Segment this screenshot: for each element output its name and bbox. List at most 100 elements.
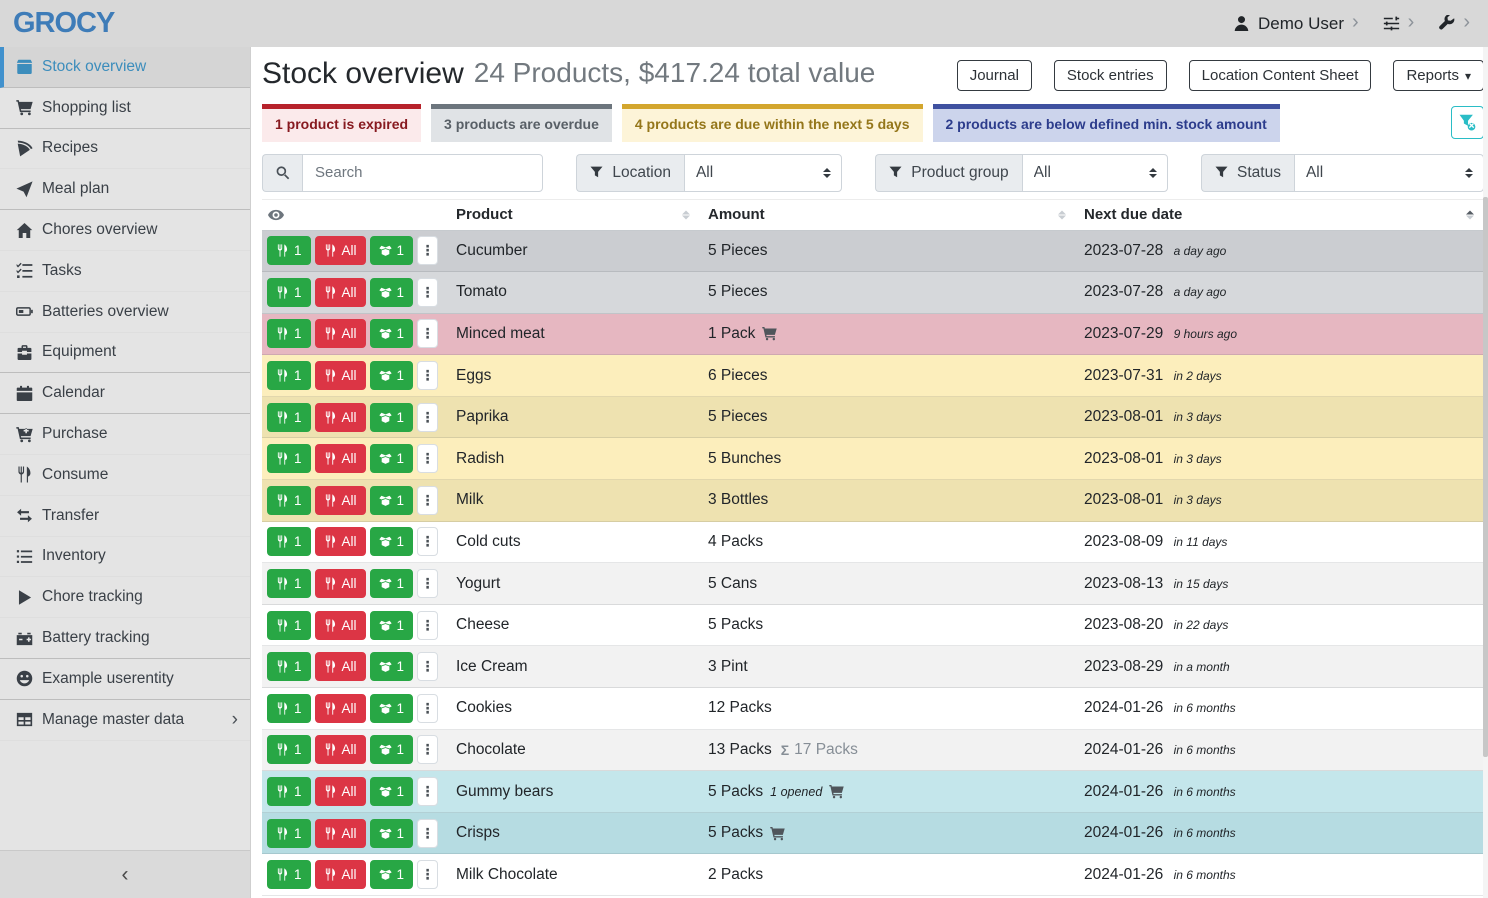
journal-button[interactable]: Journal bbox=[956, 60, 1032, 91]
open-one-button[interactable]: 1 bbox=[369, 818, 414, 848]
row-menu-button[interactable]: ⋮ bbox=[417, 277, 439, 307]
user-menu[interactable]: Demo User › bbox=[1233, 12, 1359, 34]
row-menu-button[interactable]: ⋮ bbox=[417, 735, 439, 765]
product-name[interactable]: Cookies bbox=[456, 699, 512, 717]
product-name[interactable]: Milk bbox=[456, 491, 484, 509]
consume-all-button[interactable]: All bbox=[314, 569, 366, 599]
consume-one-button[interactable]: 1 bbox=[267, 860, 311, 890]
consume-all-button[interactable]: All bbox=[314, 735, 366, 765]
search-input[interactable] bbox=[302, 153, 543, 192]
reports-button[interactable]: Reports ▾ bbox=[1393, 60, 1484, 91]
product-name[interactable]: Paprika bbox=[456, 408, 509, 426]
open-one-button[interactable]: 1 bbox=[369, 277, 414, 307]
consume-one-button[interactable]: 1 bbox=[267, 527, 311, 557]
consume-all-button[interactable]: All bbox=[314, 693, 366, 723]
open-one-button[interactable]: 1 bbox=[369, 444, 414, 474]
row-menu-button[interactable]: ⋮ bbox=[417, 361, 439, 391]
consume-one-button[interactable]: 1 bbox=[267, 277, 311, 307]
admin-menu[interactable]: › bbox=[1438, 12, 1470, 32]
sidebar-item-calendar[interactable]: Calendar bbox=[0, 373, 250, 415]
consume-all-button[interactable]: All bbox=[314, 610, 366, 640]
consume-one-button[interactable]: 1 bbox=[267, 777, 311, 807]
product-name[interactable]: Crisps bbox=[456, 824, 500, 842]
location-content-sheet-button[interactable]: Location Content Sheet bbox=[1188, 60, 1372, 91]
consume-one-button[interactable]: 1 bbox=[267, 818, 311, 848]
location-select[interactable]: All bbox=[683, 153, 842, 192]
banner-belowmin[interactable]: 2 products are below defined min. stock … bbox=[932, 103, 1280, 142]
consume-all-button[interactable]: All bbox=[314, 236, 366, 266]
row-menu-button[interactable]: ⋮ bbox=[417, 777, 439, 807]
consume-all-button[interactable]: All bbox=[314, 527, 366, 557]
sidebar-item-chore-tracking[interactable]: Chore tracking bbox=[0, 577, 250, 619]
column-visibility-header[interactable] bbox=[262, 200, 448, 230]
product-name[interactable]: Cucumber bbox=[456, 241, 528, 259]
sidebar-item-recipes[interactable]: Recipes bbox=[0, 128, 250, 170]
product-group-select[interactable]: All bbox=[1021, 153, 1168, 192]
row-menu-button[interactable]: ⋮ bbox=[417, 319, 439, 349]
consume-all-button[interactable]: All bbox=[314, 402, 366, 432]
sidebar-collapse-button[interactable]: ‹ bbox=[0, 850, 250, 898]
consume-all-button[interactable]: All bbox=[314, 361, 366, 391]
column-header-amount[interactable]: Amount bbox=[700, 200, 1076, 230]
consume-all-button[interactable]: All bbox=[314, 444, 366, 474]
product-name[interactable]: Cold cuts bbox=[456, 532, 521, 550]
product-name[interactable]: Eggs bbox=[456, 366, 492, 384]
sidebar-item-manage-master-data[interactable]: Manage master data › bbox=[0, 699, 250, 741]
open-one-button[interactable]: 1 bbox=[369, 319, 414, 349]
open-one-button[interactable]: 1 bbox=[369, 860, 414, 890]
sidebar-item-meal-plan[interactable]: Meal plan bbox=[0, 169, 250, 211]
stock-entries-button[interactable]: Stock entries bbox=[1053, 60, 1167, 91]
product-name[interactable]: Ice Cream bbox=[456, 657, 528, 675]
scrollbar-thumb[interactable] bbox=[1483, 197, 1488, 757]
consume-one-button[interactable]: 1 bbox=[267, 402, 311, 432]
open-one-button[interactable]: 1 bbox=[369, 652, 414, 682]
consume-one-button[interactable]: 1 bbox=[267, 610, 311, 640]
banner-due[interactable]: 4 products are due within the next 5 day… bbox=[621, 103, 923, 142]
consume-all-button[interactable]: All bbox=[314, 860, 366, 890]
consume-one-button[interactable]: 1 bbox=[267, 236, 311, 266]
clear-filter-button[interactable] bbox=[1451, 106, 1484, 139]
sidebar-item-transfer[interactable]: Transfer bbox=[0, 495, 250, 537]
consume-one-button[interactable]: 1 bbox=[267, 319, 311, 349]
sidebar-item-stock-overview[interactable]: Stock overview bbox=[0, 47, 250, 88]
row-menu-button[interactable]: ⋮ bbox=[417, 652, 439, 682]
consume-all-button[interactable]: All bbox=[314, 485, 366, 515]
open-one-button[interactable]: 1 bbox=[369, 610, 414, 640]
open-one-button[interactable]: 1 bbox=[369, 361, 414, 391]
grocy-logo[interactable]: GROCY bbox=[13, 7, 115, 39]
sidebar-item-tasks[interactable]: Tasks bbox=[0, 250, 250, 292]
open-one-button[interactable]: 1 bbox=[369, 236, 414, 266]
row-menu-button[interactable]: ⋮ bbox=[417, 236, 439, 266]
banner-expired[interactable]: 1 product is expired bbox=[262, 103, 422, 142]
row-menu-button[interactable]: ⋮ bbox=[417, 569, 439, 599]
row-menu-button[interactable]: ⋮ bbox=[417, 610, 439, 640]
product-name[interactable]: Milk Chocolate bbox=[456, 865, 558, 883]
banner-overdue[interactable]: 3 products are overdue bbox=[431, 103, 612, 142]
product-name[interactable]: Radish bbox=[456, 449, 505, 467]
consume-all-button[interactable]: All bbox=[314, 818, 366, 848]
consume-one-button[interactable]: 1 bbox=[267, 693, 311, 723]
column-header-next-due-date[interactable]: Next due date bbox=[1076, 200, 1484, 230]
open-one-button[interactable]: 1 bbox=[369, 735, 414, 765]
sidebar-item-inventory[interactable]: Inventory bbox=[0, 536, 250, 578]
status-select[interactable]: All bbox=[1293, 153, 1484, 192]
row-menu-button[interactable]: ⋮ bbox=[417, 444, 439, 474]
row-menu-button[interactable]: ⋮ bbox=[417, 860, 439, 890]
open-one-button[interactable]: 1 bbox=[369, 693, 414, 723]
product-name[interactable]: Tomato bbox=[456, 283, 507, 301]
consume-all-button[interactable]: All bbox=[314, 319, 366, 349]
row-menu-button[interactable]: ⋮ bbox=[417, 693, 439, 723]
consume-one-button[interactable]: 1 bbox=[267, 569, 311, 599]
product-name[interactable]: Minced meat bbox=[456, 324, 545, 342]
row-menu-button[interactable]: ⋮ bbox=[417, 527, 439, 557]
row-menu-button[interactable]: ⋮ bbox=[417, 485, 439, 515]
consume-all-button[interactable]: All bbox=[314, 277, 366, 307]
product-name[interactable]: Gummy bears bbox=[456, 782, 554, 800]
sidebar-item-batteries-overview[interactable]: Batteries overview bbox=[0, 291, 250, 333]
open-one-button[interactable]: 1 bbox=[369, 485, 414, 515]
sidebar-item-equipment[interactable]: Equipment bbox=[0, 332, 250, 374]
consume-all-button[interactable]: All bbox=[314, 777, 366, 807]
open-one-button[interactable]: 1 bbox=[369, 777, 414, 807]
open-one-button[interactable]: 1 bbox=[369, 569, 414, 599]
consume-one-button[interactable]: 1 bbox=[267, 735, 311, 765]
